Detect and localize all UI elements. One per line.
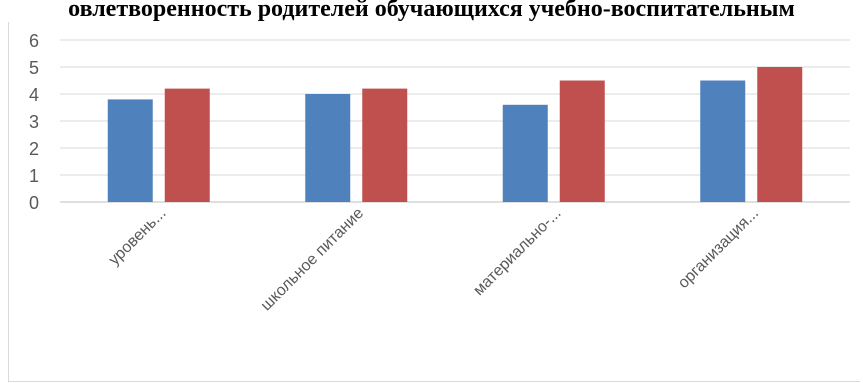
y-tick-label: 1 [29, 166, 39, 186]
x-category-label: материально-... [470, 205, 564, 299]
x-category-label: уровень... [106, 205, 170, 269]
x-category-label: школьное питание [258, 205, 367, 314]
y-tick-label: 3 [29, 112, 39, 132]
bar-series-1 [107, 99, 153, 202]
y-tick-label: 4 [29, 85, 39, 105]
bar-series-2 [757, 67, 803, 202]
y-tick-label: 6 [29, 31, 39, 51]
y-axis-ticks: 0 1 2 3 4 5 6 [29, 31, 39, 213]
bar-series-1 [305, 94, 351, 202]
y-tick-label: 0 [29, 193, 39, 213]
bar-series-1 [700, 80, 746, 202]
chart-title: овлетворенность родителей обучающихся уч… [68, 0, 795, 22]
bar-series-1 [502, 104, 548, 202]
chart-frame [8, 22, 860, 382]
bar-series-2 [362, 88, 408, 202]
y-tick-label: 2 [29, 139, 39, 159]
bar-series-2 [559, 80, 605, 202]
bar-series-2 [164, 88, 210, 202]
x-category-label: организация... [675, 205, 762, 292]
y-tick-label: 5 [29, 58, 39, 78]
bars [107, 67, 803, 202]
x-axis-labels: уровень... школьное питание материально-..… [106, 205, 762, 314]
